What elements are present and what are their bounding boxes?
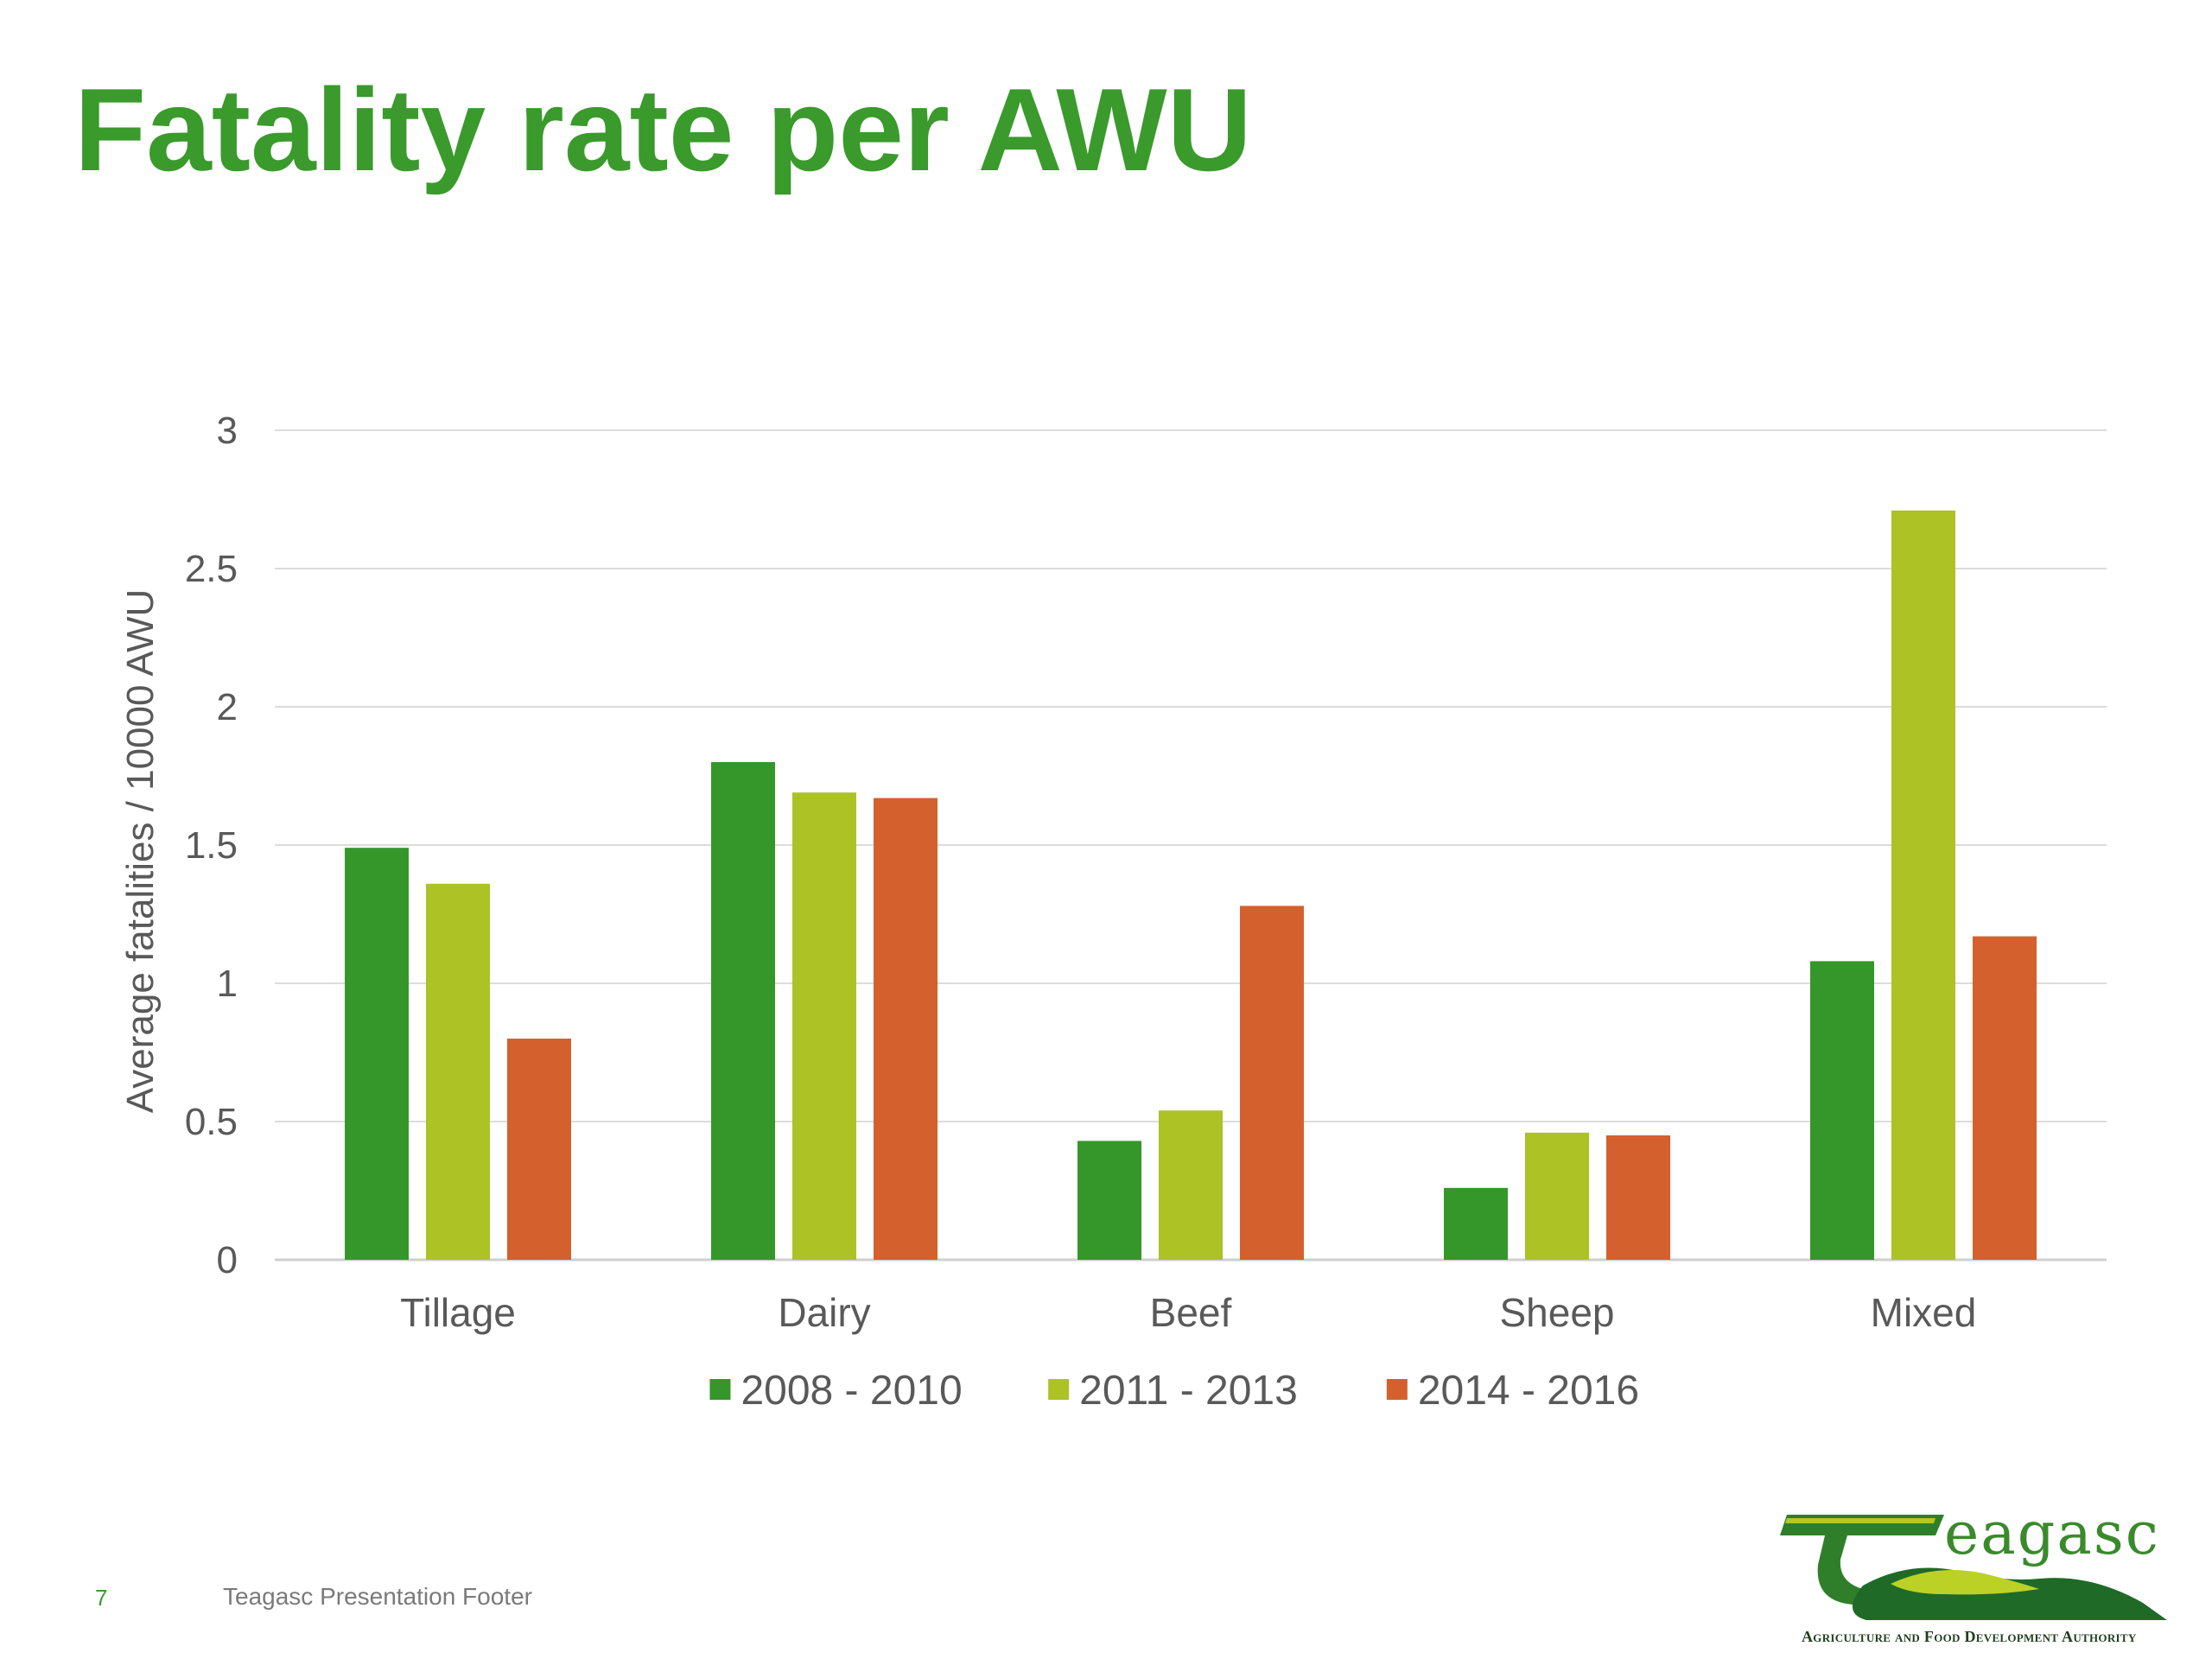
y-axis-ticks: 0 0.5 1 1.5 2 2.5 3 xyxy=(185,410,238,1281)
bar-sheep-1 xyxy=(1444,1187,1508,1260)
y-tick-label: 0 xyxy=(217,1239,238,1281)
y-tick-label: 0.5 xyxy=(185,1101,238,1143)
bar-beef-3 xyxy=(1240,906,1304,1260)
x-category-label: Beef xyxy=(1150,1290,1232,1335)
teagasc-logo xyxy=(1780,1515,2167,1620)
logo-wordmark: eagasc xyxy=(1944,1500,2160,1568)
x-category-label: Mixed xyxy=(1871,1290,1977,1335)
legend-swatch xyxy=(1048,1379,1070,1400)
y-tick-label: 1.5 xyxy=(185,824,238,867)
slide-title: Fatality rate per AWU xyxy=(74,64,1252,195)
bar-dairy-1 xyxy=(711,762,775,1260)
bar-sheep-3 xyxy=(1606,1135,1670,1260)
y-axis-title: Average fatalities / 10000 AWU xyxy=(119,589,162,1114)
x-category-label: Tillage xyxy=(400,1290,516,1335)
legend-swatch xyxy=(709,1379,731,1400)
page-number: 7 xyxy=(95,1585,108,1611)
bar-tillage-2 xyxy=(426,883,490,1260)
y-tick-label: 3 xyxy=(217,410,238,452)
legend-label: 2011 - 2013 xyxy=(1079,1368,1298,1414)
bar-beef-2 xyxy=(1159,1110,1223,1260)
logo-tagline: Agriculture and Food Development Authori… xyxy=(1802,1628,2137,1645)
x-category-label: Sheep xyxy=(1499,1290,1614,1335)
y-tick-label: 2.5 xyxy=(185,548,238,590)
bar-dairy-3 xyxy=(874,798,938,1260)
y-tick-label: 1 xyxy=(217,963,238,1005)
bar-dairy-2 xyxy=(792,792,856,1260)
bars xyxy=(345,510,2037,1260)
x-category-label: Dairy xyxy=(778,1290,870,1335)
x-axis-categories: Tillage Dairy Beef Sheep Mixed xyxy=(400,1290,1976,1335)
bar-beef-1 xyxy=(1077,1141,1141,1260)
y-tick-label: 2 xyxy=(217,686,238,728)
bar-tillage-3 xyxy=(507,1039,571,1260)
footer-text: Teagasc Presentation Footer xyxy=(223,1583,532,1610)
legend-label: 2008 - 2010 xyxy=(741,1368,962,1414)
bar-sheep-2 xyxy=(1525,1132,1589,1260)
legend-swatch xyxy=(1386,1379,1408,1400)
bar-mixed-1 xyxy=(1810,961,1874,1260)
legend-label: 2014 - 2016 xyxy=(1418,1368,1639,1414)
legend: 2008 - 2010 2011 - 2013 2014 - 2016 xyxy=(709,1368,1639,1414)
bar-tillage-1 xyxy=(345,848,409,1260)
bar-mixed-3 xyxy=(1973,936,2037,1260)
bar-mixed-2 xyxy=(1891,510,1955,1260)
